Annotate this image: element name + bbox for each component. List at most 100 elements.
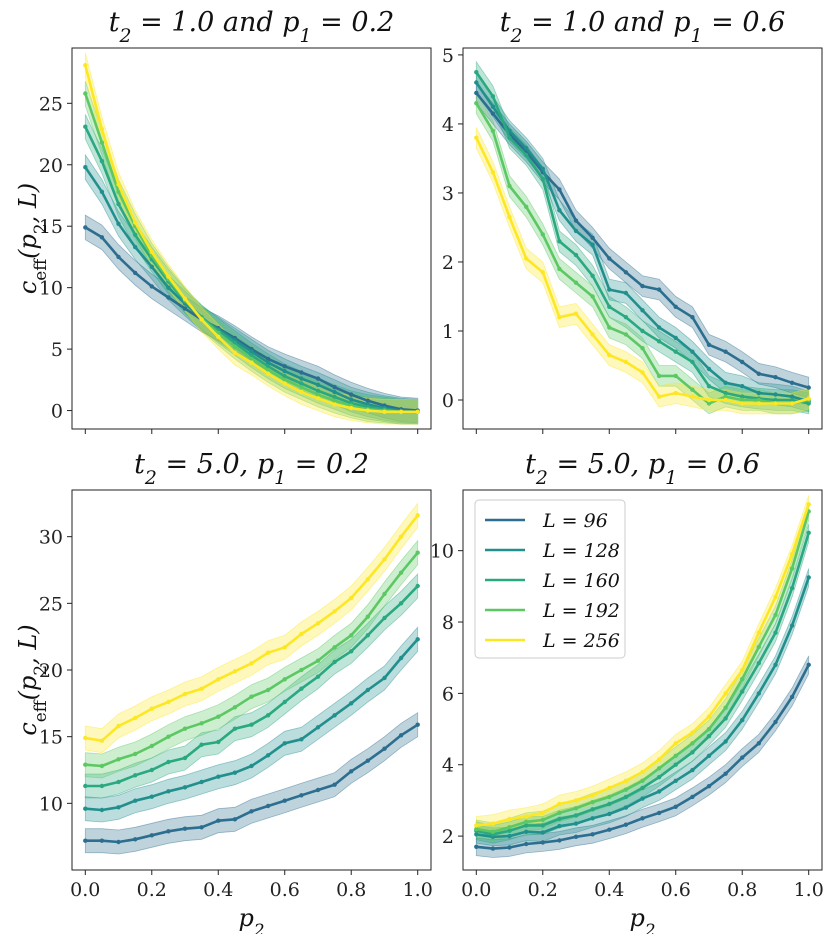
- data-point-l128: [149, 264, 154, 269]
- data-point-l192: [673, 373, 678, 379]
- data-point-l256: [249, 661, 254, 666]
- data-point-l128: [166, 285, 171, 290]
- data-point-l192: [590, 294, 595, 299]
- data-point-l160: [133, 773, 138, 778]
- data-point-l160: [640, 785, 645, 791]
- data-point-l96: [656, 810, 662, 816]
- data-point-l96: [332, 782, 337, 787]
- data-point-l128: [182, 785, 188, 790]
- data-point-l256: [232, 669, 238, 674]
- data-point-l96: [740, 359, 745, 365]
- data-point-l256: [789, 552, 795, 557]
- y-tick-label: 5: [442, 45, 454, 67]
- x-tick-label: 0.0: [461, 879, 491, 901]
- y-tick-label: 15: [39, 216, 63, 238]
- data-point-l128: [640, 308, 645, 313]
- data-point-l160: [299, 381, 304, 386]
- data-point-l256: [332, 402, 337, 407]
- data-point-l128: [623, 805, 629, 810]
- data-point-l96: [789, 380, 795, 385]
- data-point-l256: [590, 792, 595, 798]
- data-point-l256: [573, 311, 579, 316]
- data-point-l256: [690, 730, 695, 735]
- data-point-l192: [249, 694, 254, 699]
- data-point-l160: [524, 823, 529, 828]
- data-point-l128: [232, 770, 238, 775]
- data-point-l256: [332, 609, 337, 614]
- y-tick-label: 20: [39, 155, 63, 177]
- legend-label: L = 192: [542, 600, 620, 622]
- legend-box: [474, 499, 626, 659]
- data-point-l160: [249, 722, 254, 727]
- data-point-l192: [756, 397, 761, 403]
- data-point-l256: [133, 715, 138, 721]
- data-point-l96: [607, 256, 612, 261]
- data-point-l128: [773, 392, 778, 397]
- x-axis-label: p2: [238, 904, 264, 934]
- data-point-l160: [265, 364, 271, 369]
- y-tick-label: 4: [442, 114, 454, 136]
- data-point-l128: [299, 376, 304, 381]
- data-point-l160: [706, 734, 712, 739]
- data-point-l256: [507, 214, 512, 220]
- data-point-l128: [640, 796, 645, 801]
- data-point-l128: [149, 794, 154, 799]
- data-point-l192: [332, 645, 337, 650]
- y-tick-label: 8: [442, 612, 454, 634]
- plot-area: [474, 60, 811, 415]
- data-point-l192: [490, 128, 496, 133]
- data-point-l160: [282, 699, 287, 705]
- legend-label: L = 96: [542, 510, 608, 532]
- data-point-l160: [232, 340, 238, 346]
- data-point-l160: [83, 124, 88, 129]
- data-point-l256: [149, 249, 154, 255]
- data-point-l128: [590, 242, 595, 247]
- data-point-l96: [116, 839, 121, 845]
- data-point-l256: [673, 741, 678, 746]
- data-point-l160: [690, 750, 695, 755]
- data-point-l256: [690, 394, 695, 399]
- y-tick-label: 4: [442, 755, 454, 777]
- data-point-l256: [282, 381, 287, 386]
- data-point-l160: [806, 530, 811, 535]
- data-point-l128: [199, 779, 204, 785]
- data-point-l192: [199, 721, 204, 726]
- data-point-l256: [315, 396, 321, 401]
- data-point-l96: [557, 838, 562, 843]
- data-point-l128: [490, 104, 496, 109]
- data-point-l160: [607, 304, 612, 309]
- data-point-l256: [740, 668, 745, 673]
- data-point-l256: [149, 706, 154, 711]
- data-point-l160: [315, 674, 321, 679]
- data-point-l128: [282, 741, 287, 746]
- data-point-l128: [365, 687, 370, 693]
- data-point-l128: [789, 394, 795, 399]
- data-point-l256: [773, 594, 778, 600]
- data-point-l256: [740, 401, 745, 406]
- data-point-l128: [474, 80, 479, 85]
- data-point-l160: [398, 601, 404, 606]
- data-point-l160: [490, 94, 496, 99]
- data-point-l256: [806, 396, 811, 401]
- data-point-l192: [474, 826, 479, 832]
- data-point-l192: [265, 687, 271, 693]
- data-point-l96: [99, 838, 105, 843]
- data-point-l192: [573, 806, 579, 811]
- data-point-l96: [166, 829, 171, 834]
- data-point-l160: [723, 390, 728, 396]
- y-tick-label: 15: [39, 727, 63, 749]
- panel-2: 0 1 2 3 4 5 t2 = 1.0 and p1 = 0.6: [442, 7, 823, 434]
- data-point-l96: [673, 804, 678, 809]
- data-point-l160: [349, 649, 354, 654]
- data-point-l96: [690, 315, 695, 320]
- data-point-l160: [382, 615, 387, 621]
- data-point-l160: [332, 659, 337, 665]
- data-point-l160: [557, 816, 562, 822]
- data-point-l160: [656, 775, 662, 780]
- data-point-l192: [116, 757, 121, 762]
- data-point-l96: [490, 111, 496, 116]
- data-point-l96: [282, 364, 287, 369]
- data-point-l256: [706, 397, 712, 403]
- data-point-l96: [623, 270, 629, 275]
- data-point-l256: [199, 317, 204, 322]
